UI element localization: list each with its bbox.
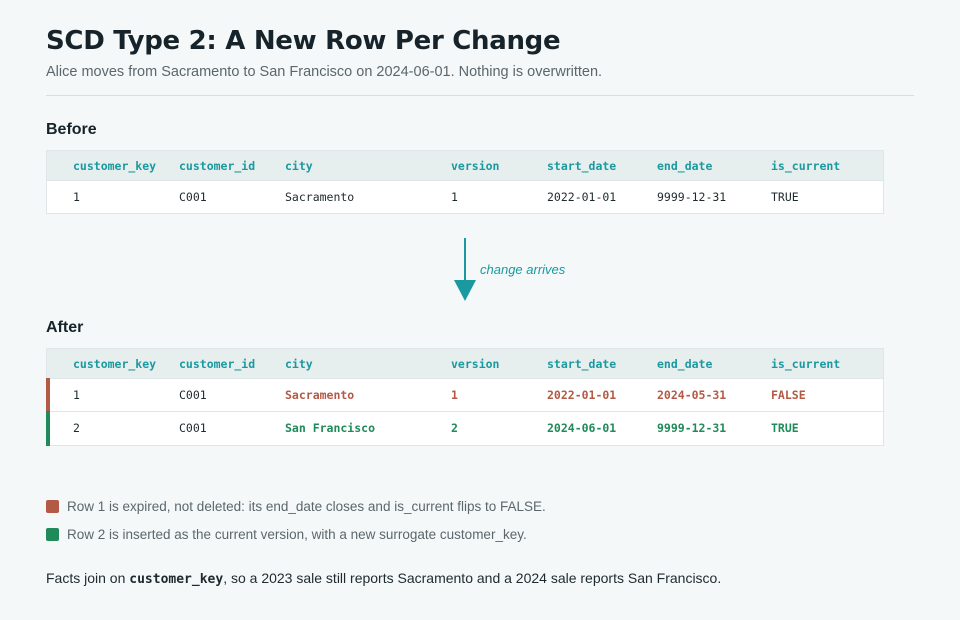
legend-swatch-current (46, 528, 59, 541)
header-customer-key: customer_key (73, 357, 157, 371)
header-end-date: end_date (657, 357, 713, 371)
page-title: SCD Type 2: A New Row Per Change (46, 26, 561, 56)
cell-city: San Francisco (285, 421, 376, 435)
cell-start-date: 2022-01-01 (547, 190, 617, 204)
cell-start-date: 2024-06-01 (547, 421, 617, 435)
cell-version: 1 (451, 388, 458, 402)
cell-customer-id: C001 (179, 190, 207, 204)
cell-version: 2 (451, 421, 458, 435)
table-row-current: 2 C001 San Francisco 2 2024-06-01 9999-1… (46, 411, 884, 446)
cell-is-current: FALSE (771, 388, 806, 402)
cell-end-date: 2024-05-31 (657, 388, 727, 402)
before-table: customer_key customer_id city version st… (46, 150, 884, 214)
cell-city: Sacramento (285, 190, 355, 204)
header-end-date: end_date (657, 159, 713, 173)
header-version: version (451, 357, 500, 371)
cell-customer-id: C001 (179, 388, 207, 402)
cell-start-date: 2022-01-01 (547, 388, 617, 402)
after-table: customer_key customer_id city version st… (46, 348, 884, 446)
header-city: city (285, 357, 313, 371)
divider (46, 95, 914, 96)
header-version: version (451, 159, 500, 173)
cell-city: Sacramento (285, 388, 355, 402)
legend-swatch-expired (46, 500, 59, 513)
footer-text-pre: Facts join on (46, 570, 130, 586)
header-is-current: is_current (771, 357, 841, 371)
table-row: 1 C001 Sacramento 1 2022-01-01 9999-12-3… (46, 180, 884, 214)
cell-is-current: TRUE (771, 421, 799, 435)
cell-customer-key: 1 (73, 190, 80, 204)
footer-text-post: , so a 2023 sale still reports Sacrament… (223, 570, 722, 586)
cell-customer-key: 1 (73, 388, 80, 402)
cell-customer-id: C001 (179, 421, 207, 435)
header-city: city (285, 159, 313, 173)
table-header: customer_key customer_id city version st… (46, 348, 884, 378)
cell-customer-key: 2 (73, 421, 80, 435)
page-subtitle: Alice moves from Sacramento to San Franc… (46, 64, 603, 80)
before-label: Before (46, 121, 97, 138)
cell-version: 1 (451, 190, 458, 204)
cell-end-date: 9999-12-31 (657, 421, 727, 435)
footer-code: customer_key (129, 572, 224, 587)
after-label: After (46, 319, 84, 336)
footer-note: Facts join on customer_key, so a 2023 sa… (46, 570, 721, 587)
down-arrow-icon (454, 238, 476, 301)
legend-text-current: Row 2 is inserted as the current version… (67, 527, 527, 542)
header-customer-key: customer_key (73, 159, 157, 173)
cell-end-date: 9999-12-31 (657, 190, 727, 204)
header-start-date: start_date (547, 357, 617, 371)
header-start-date: start_date (547, 159, 617, 173)
table-row-expired: 1 C001 Sacramento 1 2022-01-01 2024-05-3… (46, 378, 884, 412)
header-customer-id: customer_id (179, 159, 256, 173)
legend-text-expired: Row 1 is expired, not deleted: its end_d… (67, 499, 546, 514)
table-header: customer_key customer_id city version st… (46, 150, 884, 180)
header-customer-id: customer_id (179, 357, 256, 371)
legend-item-current: Row 2 is inserted as the current version… (46, 527, 527, 542)
legend-item-expired: Row 1 is expired, not deleted: its end_d… (46, 499, 546, 514)
arrow-label: change arrives (480, 262, 566, 277)
cell-is-current: TRUE (771, 190, 799, 204)
change-arrow: change arrives (450, 236, 650, 306)
header-is-current: is_current (771, 159, 841, 173)
